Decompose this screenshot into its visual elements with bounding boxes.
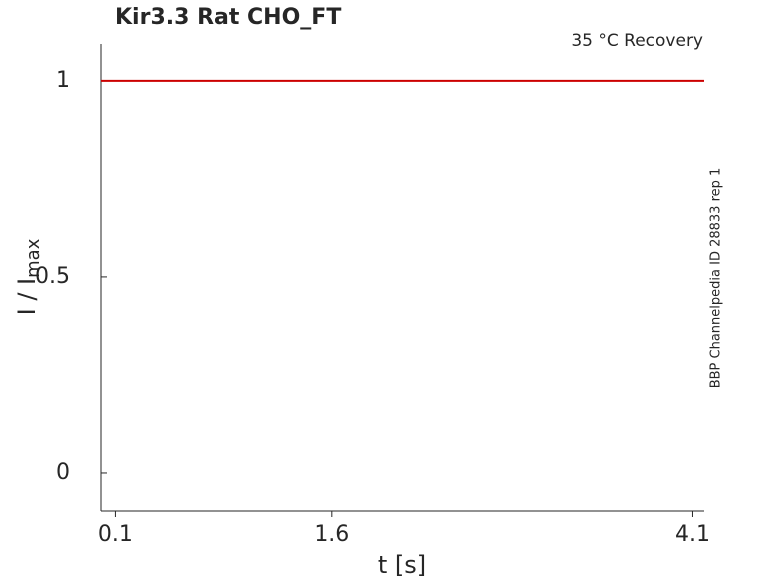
y-axis-label-main: I / I [13, 278, 41, 316]
chart-title: Kir3.3 Rat CHO_FT [115, 5, 341, 30]
x-tick-label: 4.1 [675, 522, 710, 547]
y-axis-label: I / Imax [13, 238, 44, 315]
side-note: BBP Channelpedia ID 28833 rep 1 [709, 168, 724, 389]
y-tick-label: 1 [56, 68, 70, 93]
x-axis-label: t [s] [378, 551, 426, 579]
x-tick-label: 1.6 [314, 522, 349, 547]
y-axis-label-sub: max [23, 238, 44, 278]
x-tick-label: 0.1 [98, 522, 133, 547]
y-tick-label: 0.5 [35, 264, 70, 289]
chart-subtitle: 35 °C Recovery [571, 31, 703, 51]
y-tick-label: 0 [56, 460, 70, 485]
